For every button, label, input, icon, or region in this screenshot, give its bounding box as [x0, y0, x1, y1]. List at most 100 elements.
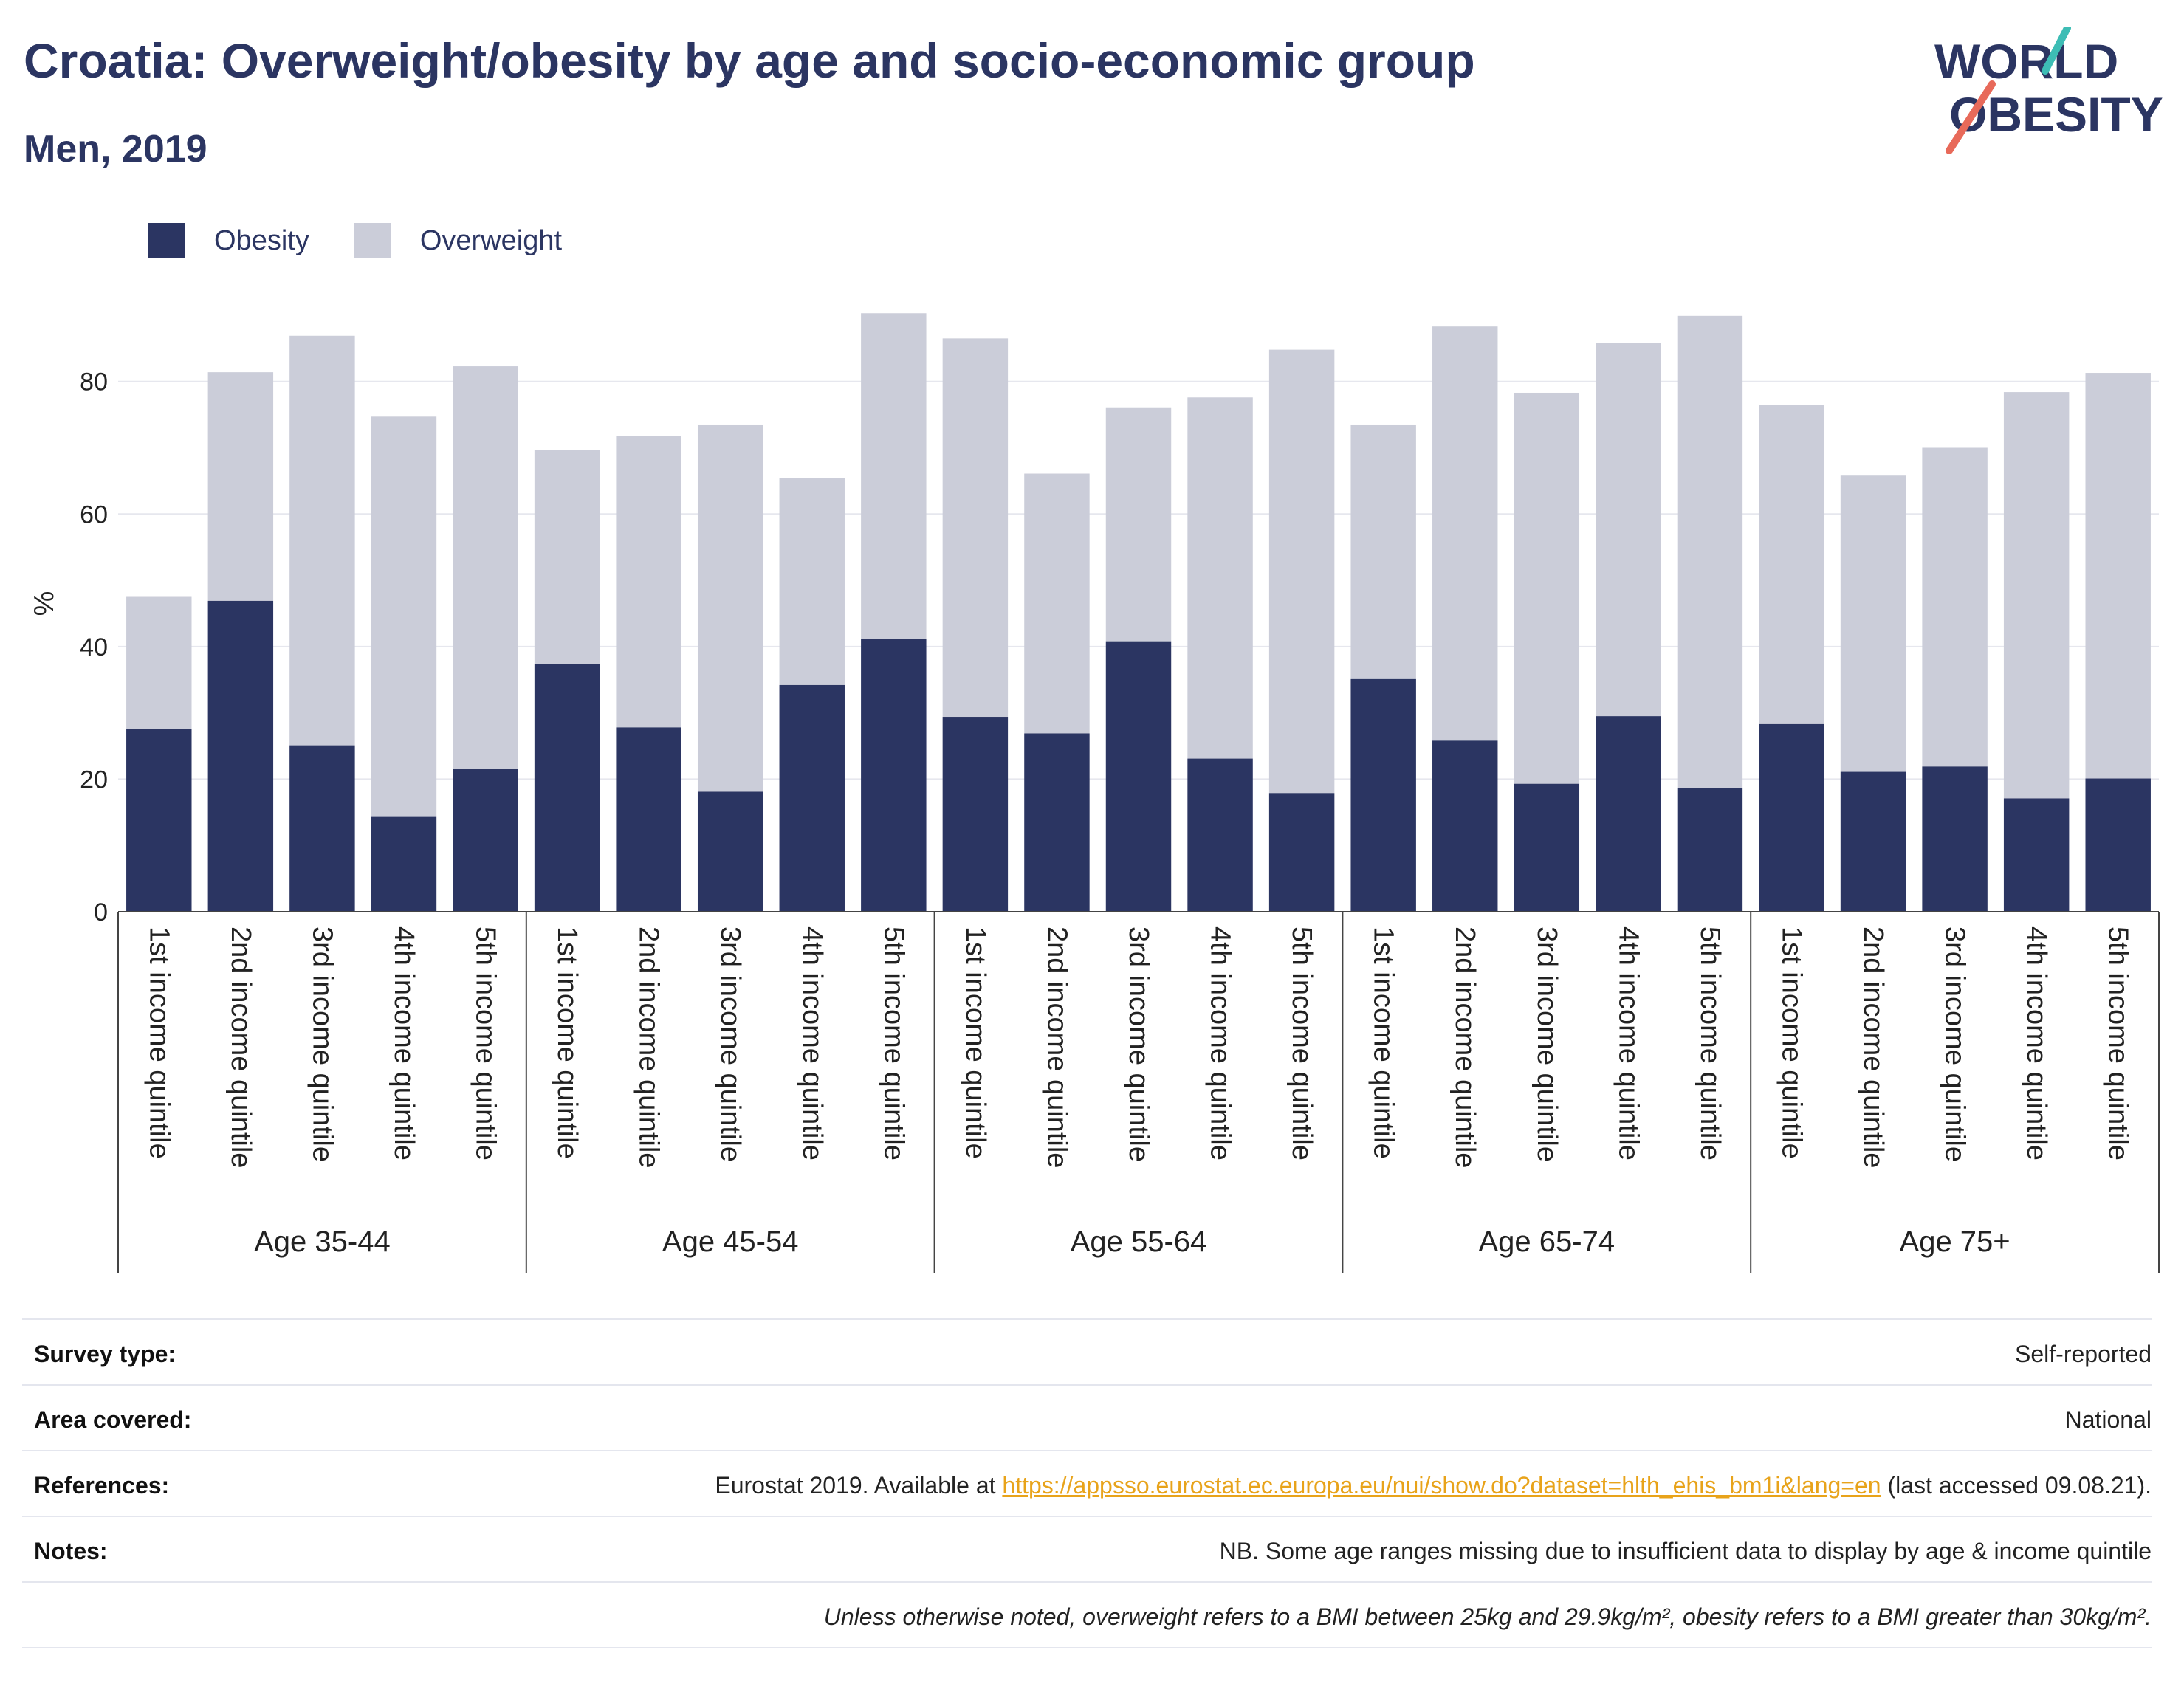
bar-obesity — [1187, 758, 1253, 912]
world-obesity-logo: WORLD OBESITY — [1934, 27, 2163, 154]
x-tick-label: 3rd income quintile — [1531, 926, 1562, 1162]
metadata-table: Survey type: Self-reported Area covered:… — [22, 1318, 2152, 1648]
legend-item-overweight: Overweight — [353, 223, 563, 258]
bar-overweight — [207, 372, 274, 601]
bar-obesity — [289, 745, 355, 912]
bar-overweight — [779, 478, 845, 685]
bar-overweight — [371, 416, 437, 817]
bar-obesity — [1268, 793, 1335, 912]
bar-obesity — [1514, 783, 1580, 912]
x-tick-label: 3rd income quintile — [715, 926, 746, 1162]
legend-label-overweight: Overweight — [419, 224, 563, 256]
bar-obesity — [1840, 771, 1906, 912]
y-axis-label: % — [29, 591, 60, 616]
bar-overweight — [1350, 424, 1416, 679]
references-link[interactable]: https://appsso.eurostat.ec.europa.eu/nui… — [1002, 1472, 1881, 1499]
meta-row-area: Area covered: National — [22, 1384, 2152, 1450]
x-tick-label: 4th income quintile — [1205, 926, 1236, 1161]
x-tick-label: 2nd income quintile — [633, 926, 665, 1168]
bar-obesity — [861, 639, 927, 912]
bar-obesity — [779, 684, 845, 912]
bar-overweight — [289, 335, 355, 746]
chart-legend: Obesity Overweight — [148, 221, 606, 260]
legend-swatch-overweight — [353, 223, 391, 258]
meta-label-area: Area covered: — [34, 1406, 192, 1433]
x-tick-label: 4th income quintile — [2021, 926, 2052, 1161]
y-tick-label: 60 — [80, 501, 108, 529]
group-label: Age 55-64 — [1071, 1225, 1207, 1258]
y-tick-label: 0 — [94, 898, 108, 926]
bar-overweight — [2003, 392, 2070, 799]
references-prefix: Eurostat 2019. Available at — [715, 1472, 1003, 1499]
bar-overweight — [534, 450, 600, 664]
x-tick-label: 1st income quintile — [1776, 926, 1807, 1159]
meta-row-survey-type: Survey type: Self-reported — [22, 1318, 2152, 1384]
bar-obesity — [697, 791, 763, 912]
bar-obesity — [1024, 733, 1090, 912]
x-tick-label: 5th income quintile — [878, 926, 909, 1161]
group-label: Age 65-74 — [1479, 1225, 1615, 1258]
x-tick-label: 2nd income quintile — [1449, 926, 1480, 1168]
logo-teal-slash — [2042, 27, 2071, 75]
x-tick-label: 4th income quintile — [388, 926, 419, 1161]
bar-obesity — [1759, 723, 1824, 912]
bar-overweight — [697, 424, 763, 792]
bar-overweight — [1922, 447, 1988, 767]
meta-value-references: Eurostat 2019. Available at https://apps… — [715, 1472, 2152, 1499]
x-tick-label: 2nd income quintile — [225, 926, 256, 1168]
bar-obesity — [453, 769, 518, 912]
x-tick-label: 1st income quintile — [143, 926, 174, 1159]
chart-subtitle: Men, 2019 — [24, 128, 207, 171]
logo-coral-slash — [1946, 80, 1996, 154]
bar-overweight — [942, 338, 1009, 718]
bar-overweight — [1187, 397, 1253, 759]
x-tick-label: 1st income quintile — [552, 926, 583, 1159]
bar-obesity — [942, 717, 1009, 912]
y-tick-label: 40 — [80, 633, 108, 661]
chart-title: Croatia: Overweight/obesity by age and s… — [24, 33, 1475, 88]
x-tick-label: 3rd income quintile — [1940, 926, 1971, 1162]
bar-overweight — [1024, 473, 1090, 734]
bar-overweight — [2085, 373, 2151, 779]
logo-line-world: WORLD — [1934, 34, 2118, 89]
meta-row-definition: Unless otherwise noted, overweight refer… — [22, 1581, 2152, 1648]
stacked-bar-chart: 0 20 40 60 80% 1st income quintile 2nd income … — [29, 313, 2160, 1273]
x-tick-label: 4th income quintile — [1613, 926, 1644, 1161]
bar-overweight — [453, 366, 518, 769]
bar-overweight — [616, 436, 681, 728]
bar-obesity — [1677, 788, 1743, 912]
bar-obesity — [1350, 678, 1416, 912]
bar-obesity — [1432, 740, 1498, 912]
x-tick-label: 5th income quintile — [1286, 926, 1317, 1161]
x-tick-label: 3rd income quintile — [306, 926, 337, 1162]
bar-obesity — [1105, 641, 1172, 912]
x-tick-label: 5th income quintile — [1694, 926, 1725, 1161]
x-tick-label: 1st income quintile — [960, 926, 991, 1159]
bar-overweight — [1514, 392, 1580, 784]
x-tick-label: 2nd income quintile — [1858, 926, 1889, 1168]
meta-value-survey-type: Self-reported — [2015, 1341, 2152, 1367]
bar-overweight — [1432, 326, 1498, 741]
x-tick-label: 5th income quintile — [2103, 926, 2134, 1161]
meta-label-survey-type: Survey type: — [34, 1341, 176, 1367]
bar-obesity — [2085, 778, 2151, 912]
legend-item-obesity: Obesity — [148, 223, 309, 258]
bar-obesity — [371, 816, 437, 912]
meta-row-notes: Notes: NB. Some age ranges missing due t… — [22, 1516, 2152, 1581]
x-tick-label: 1st income quintile — [1368, 926, 1399, 1159]
bar-obesity — [2003, 798, 2070, 912]
bar-overweight — [1105, 407, 1172, 642]
group-label: Age 75+ — [1900, 1225, 2010, 1258]
bar-obesity — [534, 664, 600, 912]
references-suffix: (last accessed 09.08.21). — [1881, 1472, 2152, 1499]
meta-definition-note: Unless otherwise noted, overweight refer… — [823, 1603, 2152, 1630]
x-tick-label: 4th income quintile — [797, 926, 828, 1161]
bar-obesity — [126, 729, 192, 912]
y-tick-label: 80 — [80, 368, 108, 396]
bar-overweight — [1759, 405, 1824, 724]
group-label: Age 35-44 — [254, 1225, 391, 1258]
bar-obesity — [1922, 766, 1988, 912]
bar-overweight — [861, 313, 927, 639]
bar-overweight — [1840, 475, 1906, 772]
x-tick-label: 5th income quintile — [470, 926, 501, 1161]
